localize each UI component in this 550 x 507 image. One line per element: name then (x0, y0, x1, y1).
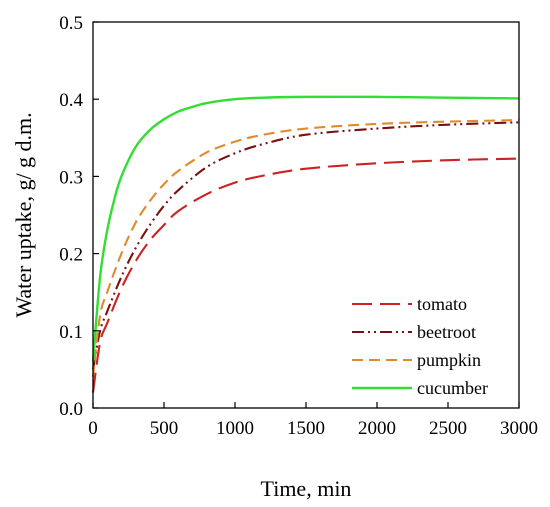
y-tick-label: 0.5 (59, 13, 83, 34)
y-tick-label: 0.3 (59, 167, 83, 188)
y-tick-label: 0.4 (59, 90, 83, 111)
x-tick-label: 0 (88, 418, 98, 439)
legend-label-pumpkin: pumpkin (417, 350, 481, 370)
x-tick-label: 1500 (287, 418, 325, 439)
series-curves (91, 95, 520, 393)
y-tick-label: 0.1 (59, 322, 83, 343)
x-tick-label: 3000 (500, 418, 538, 439)
x-tick-label: 500 (150, 418, 179, 439)
x-tick-label: 1000 (216, 418, 254, 439)
x-tick-label: 2500 (429, 418, 467, 439)
x-axis-label: Time, min (261, 476, 352, 501)
y-tick-label: 0.0 (59, 399, 83, 420)
legend-label-beetroot: beetroot (417, 322, 476, 342)
series-line-pumpkin (91, 118, 520, 378)
legend-label-cucumber: cucumber (417, 378, 488, 398)
legend-label-tomato: tomato (417, 294, 467, 314)
y-tick-label: 0.2 (59, 245, 83, 266)
series-line-cucumber (91, 95, 520, 362)
series-line-beetroot (91, 121, 520, 370)
x-tick-label: 2000 (358, 418, 396, 439)
y-axis-label: Water uptake, g/ g d.m. (11, 112, 36, 317)
legend: tomato beetroot pumpkin cucumber (352, 294, 488, 398)
series-line-tomato (91, 157, 520, 393)
axis-ticks: 0 500 1000 1500 2000 2500 3000 0.0 0.1 0.2 0.3 0.4 0… (59, 13, 538, 439)
